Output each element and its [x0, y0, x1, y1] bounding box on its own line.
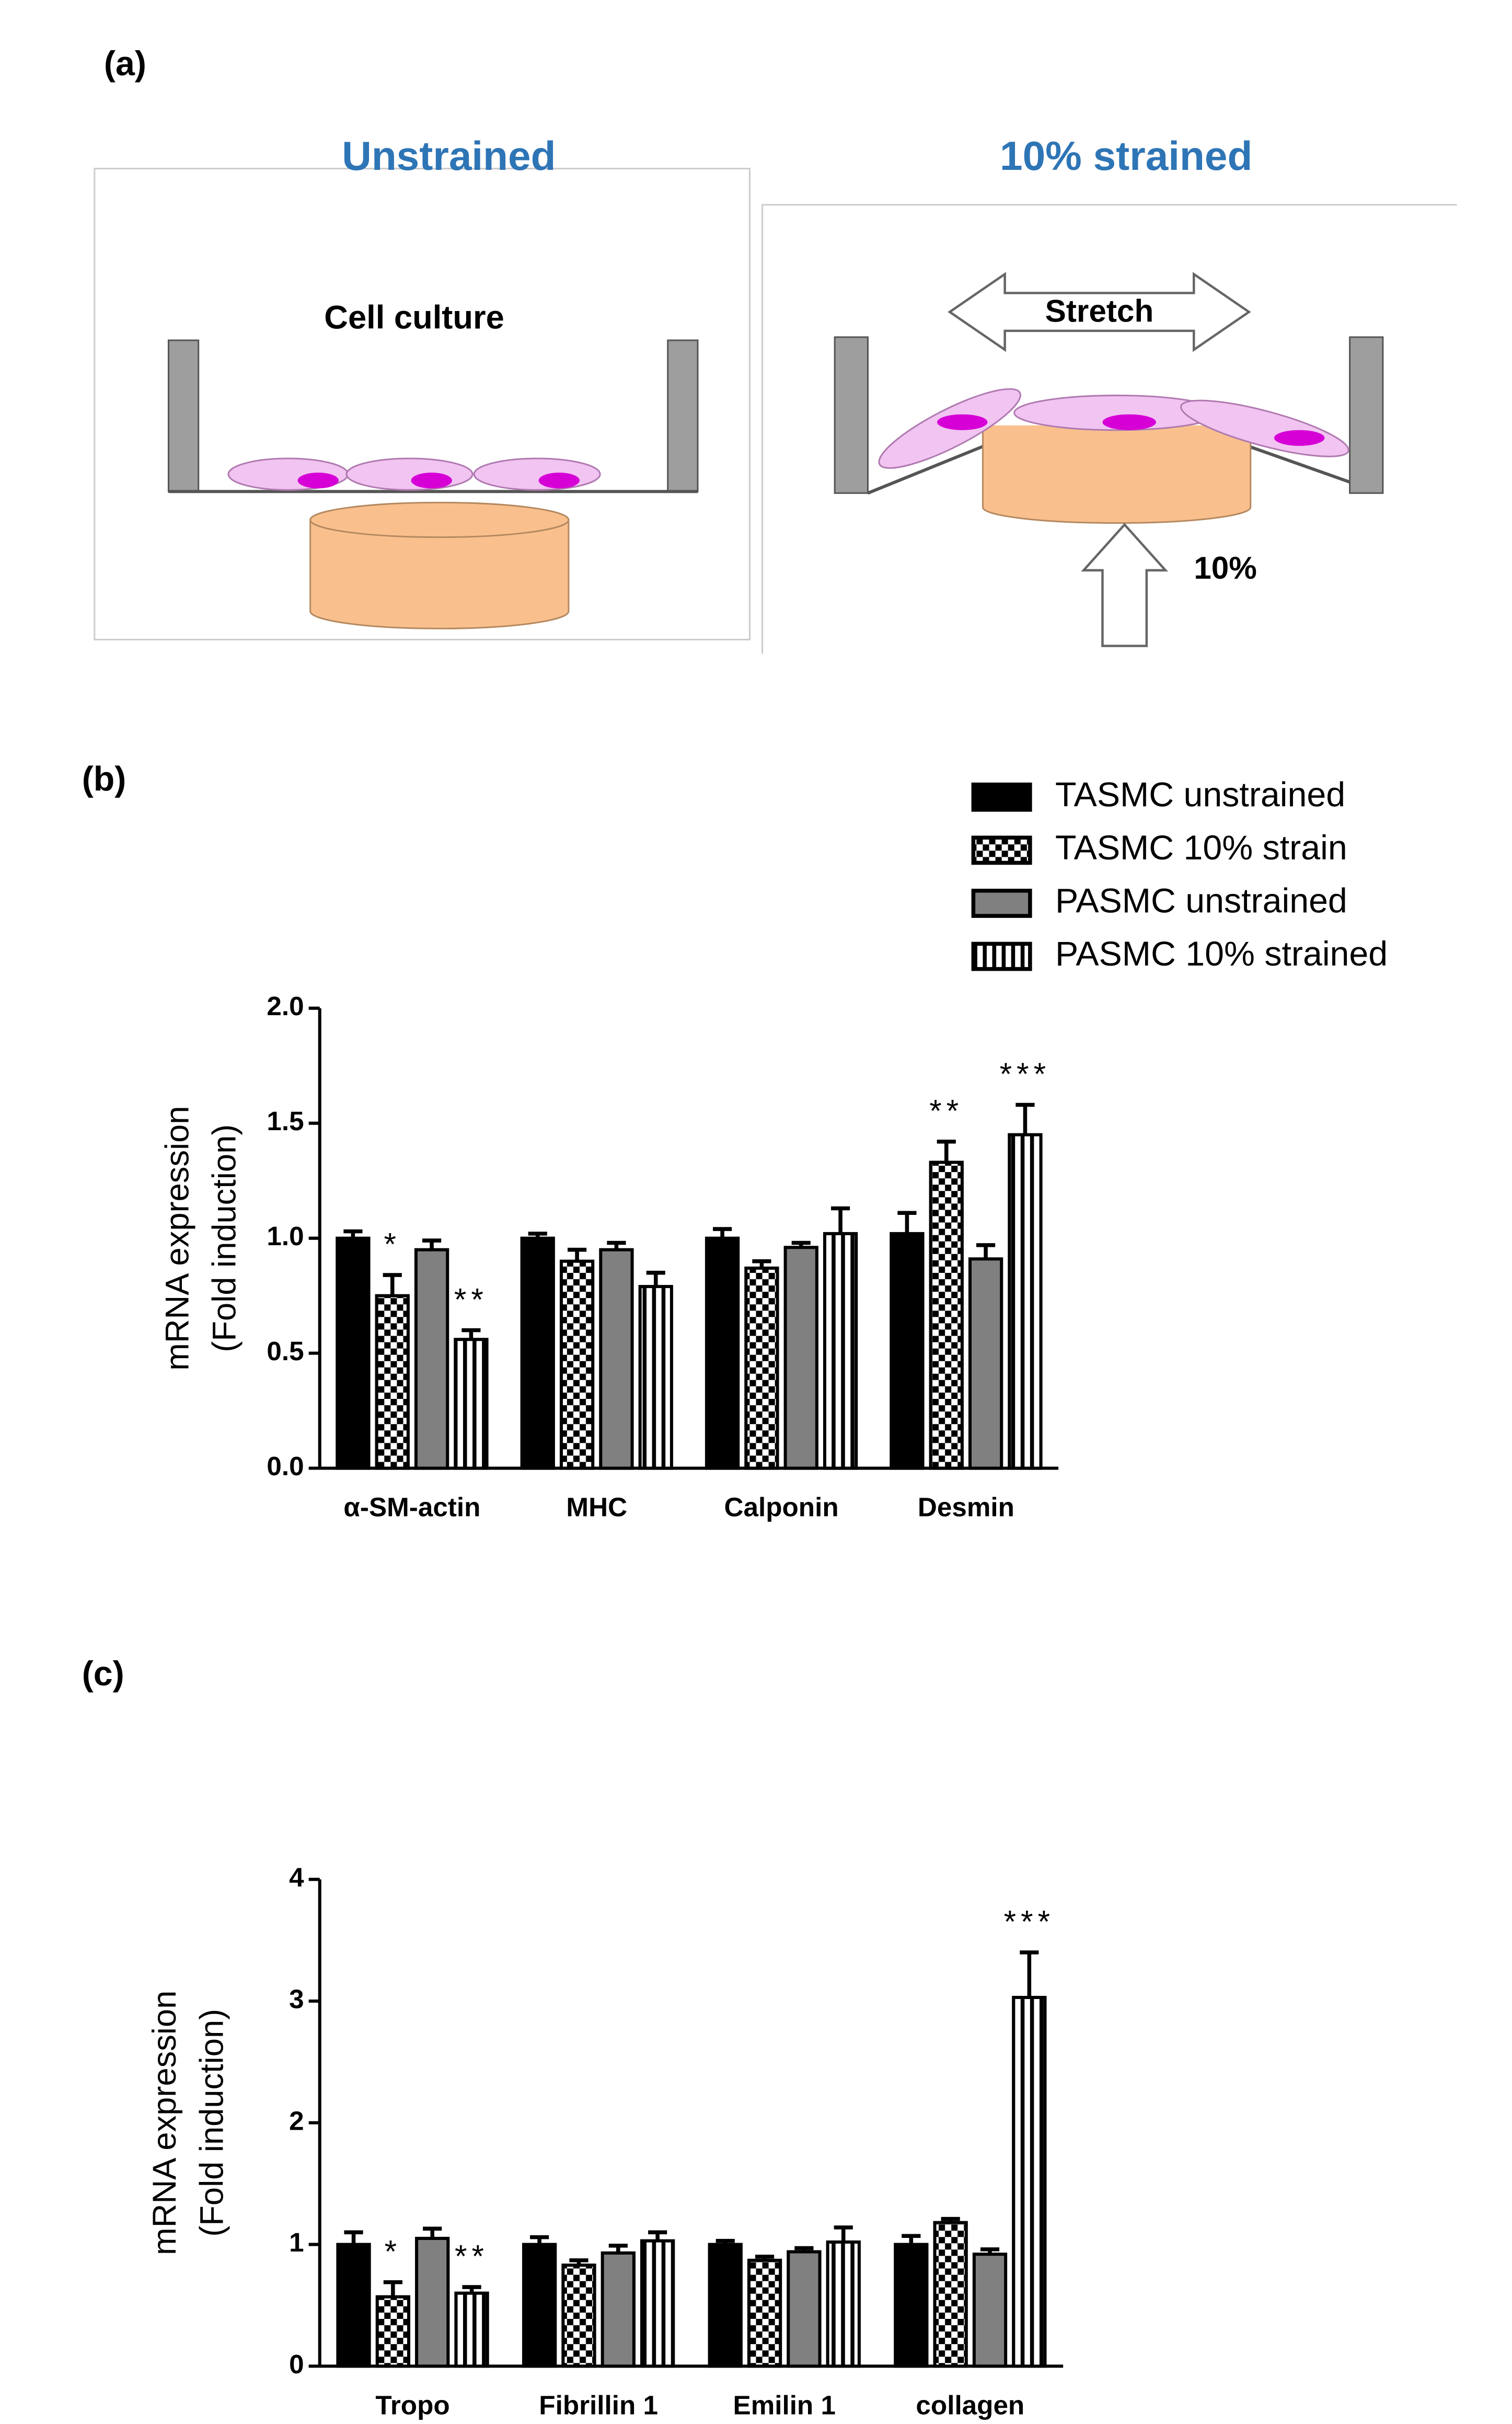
bar	[744, 1266, 779, 1470]
x-tick-label: Fibrillin 1	[539, 2390, 658, 2420]
y-tick-label: 0.5	[267, 1336, 304, 1366]
bar	[561, 2264, 596, 2368]
bar	[454, 2291, 489, 2368]
x-tick-label: MHC	[566, 1492, 627, 1522]
panel-label: (b)	[82, 760, 126, 798]
bar	[415, 2236, 450, 2368]
bar	[414, 1248, 449, 1470]
legend-swatch	[971, 889, 1032, 918]
legend-label: TASMC unstrained	[1055, 775, 1345, 814]
y-axis-label: (Fold induction)	[194, 2009, 230, 2237]
significance-label: ***	[1000, 1056, 1051, 1092]
bar	[640, 2239, 675, 2368]
bar	[933, 2221, 968, 2368]
bar	[601, 2251, 636, 2368]
y-tick-label: 2.0	[267, 991, 304, 1021]
bar	[559, 1259, 595, 1470]
y-tick-label: 2	[289, 2106, 304, 2135]
bar	[520, 1236, 555, 1470]
significance-label: ***	[1004, 1904, 1055, 1939]
legend-label: TASMC 10% strain	[1055, 829, 1347, 867]
bar	[1012, 1995, 1047, 2368]
bar	[787, 2250, 822, 2368]
legend-label: PASMC unstrained	[1055, 882, 1347, 921]
y-tick-label: 3	[289, 1984, 304, 2014]
diagram-title: 10% strained	[1000, 133, 1252, 179]
x-tick-label: Tropo	[375, 2390, 449, 2420]
diagram-unstrained	[94, 167, 751, 641]
panel-label: (c)	[82, 1655, 124, 1693]
bar	[894, 2243, 929, 2368]
bar	[599, 1248, 634, 1470]
diagram-label: 10%	[1194, 550, 1257, 585]
y-axis-label: (Fold induction)	[206, 1124, 243, 1352]
significance-label: *	[384, 1226, 401, 1262]
bar	[929, 1161, 964, 1470]
legend-swatch	[971, 835, 1032, 865]
y-axis-label: mRNA expression	[146, 1991, 183, 2255]
y-tick-label: 1.0	[267, 1221, 304, 1251]
y-tick-label: 1	[289, 2227, 304, 2257]
legend-label: PASMC 10% strained	[1055, 935, 1388, 973]
significance-label: *	[385, 2233, 402, 2269]
bar	[890, 1232, 925, 1470]
x-tick-label: collagen	[916, 2390, 1024, 2420]
significance-label: **	[455, 2238, 489, 2274]
y-tick-label: 0.0	[267, 1451, 304, 1481]
bar	[522, 2243, 557, 2368]
bar	[783, 1246, 818, 1470]
bar	[454, 1338, 489, 1470]
bar	[375, 2295, 411, 2368]
significance-label: **	[454, 1281, 488, 1317]
bar	[336, 2243, 371, 2368]
bar	[336, 1236, 371, 1470]
diagram-strained	[761, 204, 1457, 654]
diagram-label: Cell culture	[324, 299, 504, 336]
x-tick-label: Desmin	[918, 1492, 1014, 1522]
bar	[705, 1236, 740, 1470]
x-tick-label: Calponin	[724, 1492, 839, 1522]
bar	[823, 1232, 858, 1470]
diagram-label: Stretch	[1045, 293, 1154, 329]
panel-label: (a)	[104, 44, 146, 83]
significance-label: **	[929, 1093, 963, 1129]
bar	[375, 1294, 410, 1470]
x-tick-label: Emilin 1	[733, 2390, 836, 2420]
y-axis-label: mRNA expression	[159, 1106, 195, 1371]
bar	[972, 2253, 1008, 2368]
bar	[1008, 1133, 1043, 1470]
bar	[826, 2240, 861, 2368]
diagram-title: Unstrained	[342, 133, 556, 179]
y-tick-label: 0	[289, 2349, 304, 2379]
bar	[968, 1257, 1003, 1470]
bar	[638, 1285, 673, 1470]
bar	[708, 2243, 743, 2368]
y-tick-label: 4	[289, 1863, 304, 1892]
legend-swatch	[971, 941, 1032, 971]
legend-swatch	[971, 783, 1032, 812]
x-tick-label: α-SM-actin	[343, 1492, 480, 1522]
y-tick-label: 1.5	[267, 1106, 304, 1136]
bar	[747, 2258, 782, 2368]
